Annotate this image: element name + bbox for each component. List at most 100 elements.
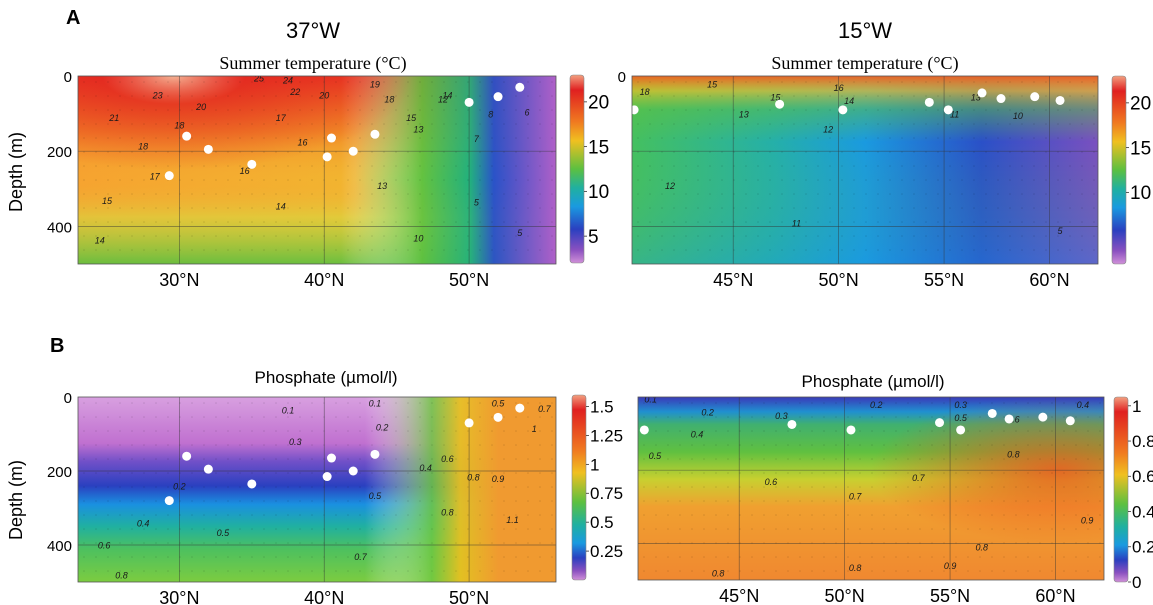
sample-dot <box>757 81 759 83</box>
sample-dot <box>895 486 897 488</box>
station-marker <box>164 496 174 506</box>
sample-dot <box>263 486 265 488</box>
sample-dot <box>95 528 97 530</box>
sample-dot <box>1075 416 1077 418</box>
sample-dot <box>347 528 349 530</box>
sample-dot <box>215 486 217 488</box>
sample-dot <box>1021 179 1023 181</box>
sample-dot <box>347 514 349 516</box>
sample-dot <box>347 235 349 237</box>
sample-dot <box>383 430 385 432</box>
sample-dot <box>407 402 409 404</box>
sample-dot <box>263 514 265 516</box>
sample-dot <box>685 95 687 97</box>
sample-dot <box>1057 193 1059 195</box>
colorbar-tick-label: 5 <box>588 227 599 248</box>
sample-dot <box>107 556 109 558</box>
sample-dot <box>643 416 645 418</box>
sample-dot <box>931 472 933 474</box>
sample-dot <box>167 151 169 153</box>
x-tick-label: 30°N <box>159 270 199 290</box>
sample-dot <box>1063 444 1065 446</box>
sample-dot <box>667 528 669 530</box>
station-marker <box>1055 95 1065 105</box>
sample-dot <box>479 249 481 251</box>
sample-dot <box>395 500 397 502</box>
sample-dot <box>781 207 783 209</box>
sample-dot <box>1015 458 1017 460</box>
sample-dot <box>359 193 361 195</box>
sample-dot <box>763 570 765 572</box>
station-marker <box>943 105 953 115</box>
sample-dot <box>733 235 735 237</box>
sample-dot <box>679 416 681 418</box>
sample-dot <box>937 151 939 153</box>
sample-dot <box>455 137 457 139</box>
sample-dot <box>155 486 157 488</box>
sample-dot <box>119 81 121 83</box>
sample-dot <box>479 137 481 139</box>
sample-dot <box>527 193 529 195</box>
sample-dot <box>871 528 873 530</box>
sample-dot <box>347 430 349 432</box>
sample-dot <box>1027 430 1029 432</box>
sample-dot <box>167 249 169 251</box>
sample-dot <box>143 95 145 97</box>
sample-dot <box>407 95 409 97</box>
sample-dot <box>925 109 927 111</box>
sample-dot <box>551 165 553 167</box>
sample-dot <box>757 123 759 125</box>
sample-dot <box>955 486 957 488</box>
sample-dot <box>673 81 675 83</box>
sample-dot <box>919 486 921 488</box>
sample-dot <box>479 444 481 446</box>
sample-dot <box>359 165 361 167</box>
sample-dot <box>877 137 879 139</box>
sample-dot <box>865 207 867 209</box>
sample-dot <box>637 179 639 181</box>
sample-dot <box>443 235 445 237</box>
sample-dot <box>1051 570 1053 572</box>
sample-dot <box>491 235 493 237</box>
sample-dot <box>371 514 373 516</box>
sample-dot <box>1021 151 1023 153</box>
sample-dot <box>503 81 505 83</box>
sample-dot <box>721 221 723 223</box>
sample-dot <box>407 151 409 153</box>
sample-dot <box>527 430 529 432</box>
sample-dot <box>1045 193 1047 195</box>
sample-dot <box>131 221 133 223</box>
sample-dot <box>997 193 999 195</box>
sample-dot <box>131 416 133 418</box>
sample-dot <box>991 430 993 432</box>
sample-dot <box>1009 109 1011 111</box>
sample-dot <box>419 416 421 418</box>
sample-dot <box>1069 249 1071 251</box>
contour-label: 15 <box>102 196 113 206</box>
sample-dot <box>299 402 301 404</box>
sample-dot <box>275 221 277 223</box>
sample-dot <box>655 402 657 404</box>
sample-dot <box>667 430 669 432</box>
contour-label: 5 <box>1058 226 1064 236</box>
sample-dot <box>275 151 277 153</box>
sample-dot <box>655 444 657 446</box>
sample-dot <box>131 500 133 502</box>
sample-dot <box>503 137 505 139</box>
sample-dot <box>709 123 711 125</box>
sample-dot <box>817 81 819 83</box>
sample-dot <box>937 123 939 125</box>
contour-label: 0.7 <box>538 404 552 414</box>
sample-dot <box>1009 137 1011 139</box>
sample-dot <box>979 570 981 572</box>
sample-dot <box>527 81 529 83</box>
sample-dot <box>107 109 109 111</box>
contour-label: 10 <box>413 233 423 243</box>
sample-dot <box>1099 514 1101 516</box>
sample-dot <box>895 444 897 446</box>
sample-dot <box>733 123 735 125</box>
sample-dot <box>455 556 457 558</box>
sample-dot <box>287 416 289 418</box>
sample-dot <box>739 500 741 502</box>
contour-label: 12 <box>438 94 448 104</box>
